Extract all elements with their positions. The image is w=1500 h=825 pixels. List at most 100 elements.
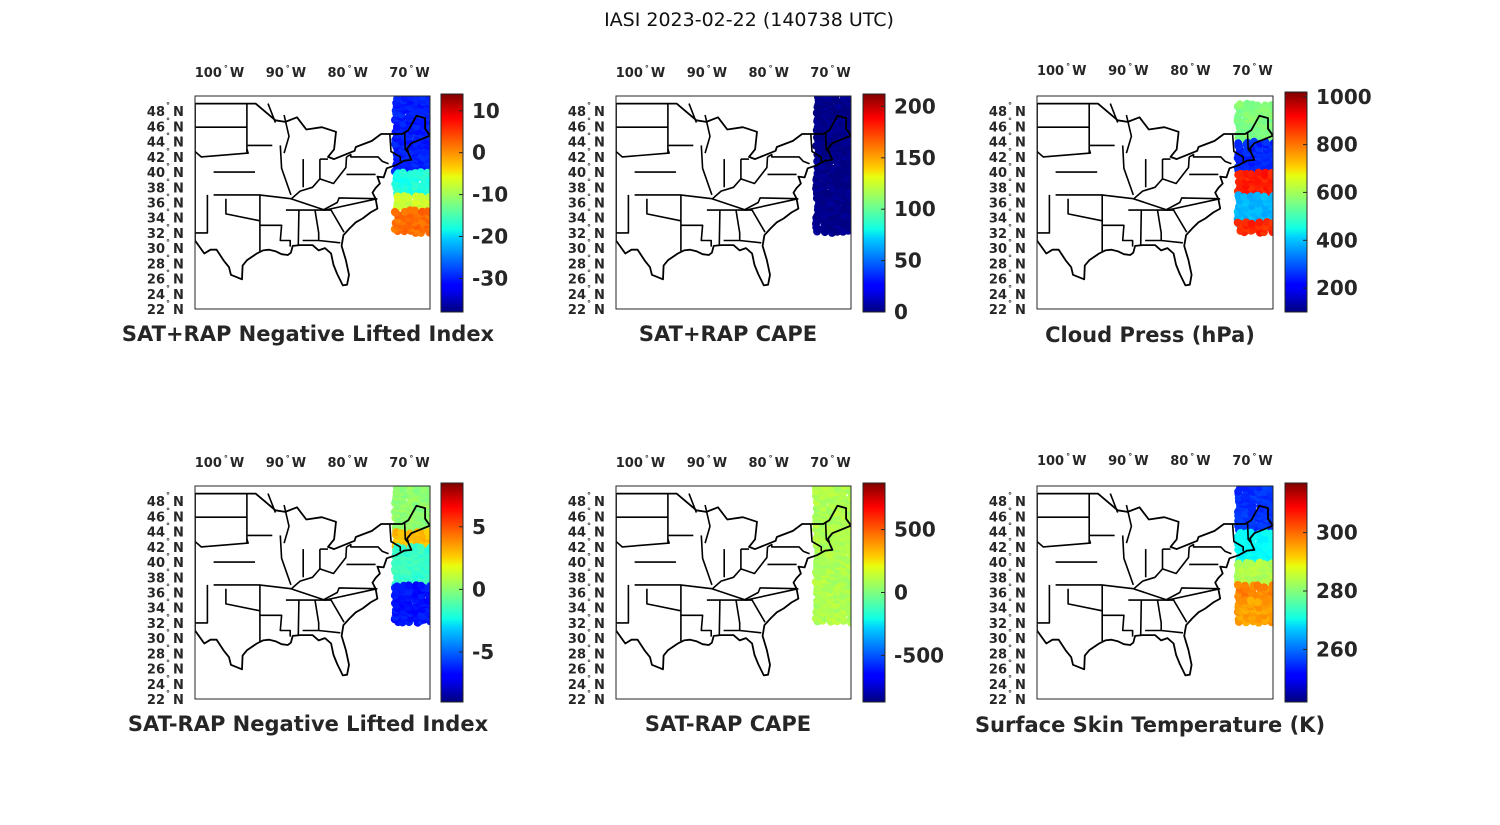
state-boundary <box>680 614 712 637</box>
lat-tick-label: 26 ° N <box>989 659 1026 678</box>
scatter-point <box>393 96 402 101</box>
lat-tick-label: 22 ° N <box>147 299 184 318</box>
svg-text:N: N <box>1015 166 1026 181</box>
svg-text:42: 42 <box>568 541 586 556</box>
svg-text:°: ° <box>1008 147 1012 156</box>
svg-text:°: ° <box>286 454 290 463</box>
svg-text:N: N <box>1015 273 1026 288</box>
lat-tick-label: 32 ° N <box>568 613 605 632</box>
scatter-point <box>1250 137 1259 146</box>
lat-tick-label: 38 ° N <box>568 177 605 196</box>
svg-text:46: 46 <box>147 510 165 525</box>
state-boundary <box>1037 194 1051 234</box>
state-boundary <box>1161 629 1183 634</box>
svg-text:70: 70 <box>810 456 828 471</box>
scatter-point <box>811 486 820 492</box>
svg-text:°: ° <box>1008 628 1012 637</box>
state-boundary <box>700 145 713 196</box>
state-boundary <box>739 239 762 244</box>
svg-text:N: N <box>594 303 605 318</box>
state-boundary <box>279 535 292 586</box>
svg-text:32: 32 <box>568 617 586 632</box>
svg-text:38: 38 <box>568 571 586 586</box>
map-panel: 100 ° W 90 ° W 80 ° W 70 ° W48 ° N46 ° N44 ° N42 ° N40 ° N38 °… <box>568 454 944 736</box>
svg-text:°: ° <box>286 64 290 73</box>
lat-tick-label: 42 ° N <box>568 537 605 556</box>
scatter-point <box>412 96 421 103</box>
lat-tick-label: 22 ° N <box>568 689 605 708</box>
svg-text:28: 28 <box>147 647 165 662</box>
svg-text:28: 28 <box>147 257 165 272</box>
lat-tick-label: 22 ° N <box>989 299 1026 318</box>
svg-text:°: ° <box>1008 583 1012 592</box>
state-boundary <box>315 209 345 233</box>
map-frame <box>194 95 431 310</box>
svg-text:N: N <box>1015 663 1026 678</box>
lat-tick-label: 38 ° N <box>989 177 1026 196</box>
state-boundary <box>739 629 762 634</box>
coastline-outline <box>1037 492 1273 677</box>
lat-tick-label: 46 ° N <box>568 506 605 525</box>
scatter-point <box>826 486 835 491</box>
state-boundary <box>1121 535 1135 586</box>
state-boundary <box>719 209 741 242</box>
svg-text:N: N <box>1015 242 1026 257</box>
svg-text:°: ° <box>166 643 170 652</box>
svg-text:N: N <box>594 105 605 120</box>
svg-text:24: 24 <box>989 678 1007 693</box>
map-axes-background <box>195 96 430 309</box>
svg-text:100: 100 <box>616 456 643 471</box>
svg-text:30: 30 <box>989 632 1007 647</box>
panel-title: SAT+RAP CAPE <box>639 322 817 346</box>
svg-text:°: ° <box>587 162 591 171</box>
scatter-point <box>392 486 401 493</box>
svg-text:°: ° <box>166 253 170 262</box>
svg-text:28: 28 <box>989 257 1007 272</box>
scatter-point <box>426 543 430 552</box>
svg-text:N: N <box>173 663 184 678</box>
colorbar-tick-label: -5 <box>472 640 494 664</box>
map-panel: 100 ° W 90 ° W 80 ° W 70 ° W48 ° N46 ° N44 ° N42 ° N40 ° N38 °… <box>989 62 1372 347</box>
scatter-point <box>426 486 430 491</box>
svg-text:W: W <box>354 66 368 81</box>
svg-text:°: ° <box>1008 177 1012 186</box>
scatter-point <box>1248 486 1257 491</box>
colorbar-tick-label: 600 <box>1316 180 1358 204</box>
state-boundary <box>1055 194 1221 211</box>
lat-tick-label: 36 ° N <box>568 193 605 212</box>
svg-text:W: W <box>1134 454 1148 469</box>
svg-text:°: ° <box>587 506 591 515</box>
lat-tick-label: 36 ° N <box>989 193 1026 212</box>
lon-tick-label: 90 ° W <box>1108 452 1148 469</box>
lon-tick-label: 90 ° W <box>687 64 727 81</box>
svg-text:36: 36 <box>568 197 586 212</box>
svg-text:°: ° <box>587 674 591 683</box>
scatter-point <box>1241 581 1249 590</box>
svg-text:38: 38 <box>568 181 586 196</box>
state-boundary <box>259 614 291 637</box>
lat-tick-label: 24 ° N <box>568 284 605 303</box>
colorbar-tick-label: -10 <box>472 183 508 207</box>
state-boundary <box>1141 209 1162 242</box>
scatter-point <box>393 582 401 591</box>
svg-text:°: ° <box>1008 491 1012 500</box>
lat-tick-label: 42 ° N <box>147 537 184 556</box>
svg-text:°: ° <box>166 659 170 668</box>
lon-tick-label: 80 ° W <box>1170 452 1210 469</box>
lat-tick-label: 28 ° N <box>989 643 1026 662</box>
colorbar <box>862 93 886 313</box>
svg-text:N: N <box>1015 632 1026 647</box>
colorbar-tick-label: 1000 <box>1316 85 1372 109</box>
svg-text:40: 40 <box>147 556 165 571</box>
state-boundary <box>346 153 389 165</box>
scatter-point <box>1260 560 1269 569</box>
lon-tick-label: 70 ° W <box>810 454 850 471</box>
svg-text:W: W <box>354 456 368 471</box>
svg-text:24: 24 <box>989 288 1007 303</box>
svg-text:N: N <box>1015 526 1026 541</box>
lat-tick-label: 46 ° N <box>147 116 184 135</box>
state-boundary <box>1109 103 1119 123</box>
svg-text:W: W <box>1072 454 1086 469</box>
lon-tick-label: 90 ° W <box>266 454 306 471</box>
svg-text:°: ° <box>1008 238 1012 247</box>
